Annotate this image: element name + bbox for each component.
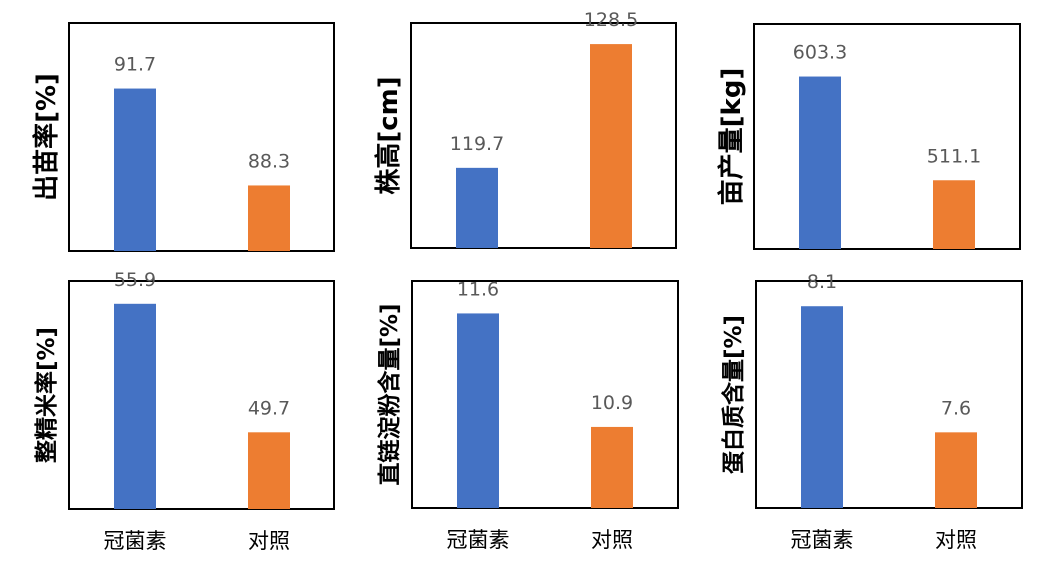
data-label: 119.7 — [450, 133, 504, 155]
plot-frame — [755, 280, 1023, 509]
plot-frame — [68, 280, 335, 510]
data-label: 8.1 — [807, 271, 837, 293]
y-axis-label: 蛋白质含量[%] — [720, 315, 747, 474]
data-label: 128.5 — [584, 9, 638, 31]
y-axis-label: 整精米率[%] — [33, 327, 60, 463]
data-label: 91.7 — [114, 54, 156, 76]
bar-chart-panel: 55.9 冠菌素 49.7 对照 整精米率[%] — [33, 269, 335, 553]
y-axis-label: 出苗率[%] — [31, 73, 62, 201]
data-label: 49.7 — [248, 397, 290, 419]
data-label: 55.9 — [114, 269, 156, 291]
bar-chart-panel: 8.1 冠菌素 7.6 对照 蛋白质含量[%] — [720, 271, 1023, 552]
bar — [801, 306, 843, 508]
plot-frame — [753, 23, 1021, 250]
bar-chart-panel: 11.6 冠菌素 10.9 对照 直链淀粉含量[%] — [376, 278, 679, 552]
data-label: 88.3 — [248, 150, 290, 172]
bar — [114, 88, 156, 251]
bar — [933, 180, 975, 249]
category-label: 冠菌素 — [447, 528, 510, 552]
category-label: 对照 — [591, 528, 633, 552]
data-label: 603.3 — [793, 42, 847, 64]
bar — [248, 432, 290, 509]
plot-frame — [68, 22, 335, 252]
category-label: 对照 — [248, 529, 290, 553]
bar — [457, 313, 499, 508]
category-label: 冠菌素 — [791, 528, 854, 552]
bar — [935, 432, 977, 508]
bar — [114, 303, 156, 509]
bar-chart-panel: 91.7 88.3 出苗率[%] — [31, 22, 335, 252]
category-label: 冠菌素 — [104, 529, 167, 553]
data-label: 7.6 — [941, 397, 971, 419]
bar — [591, 426, 633, 508]
bar — [456, 167, 498, 248]
bar-chart-panel: 603.3 511.1 亩产量[kg] — [716, 23, 1021, 250]
bar-chart-panel: 119.7 128.5 株高[cm] — [373, 9, 677, 249]
data-label: 511.1 — [927, 145, 981, 167]
bar — [799, 76, 841, 249]
bar — [248, 185, 290, 251]
y-axis-label: 株高[cm] — [373, 76, 404, 194]
y-axis-label: 亩产量[kg] — [716, 68, 747, 206]
category-label: 对照 — [935, 528, 977, 552]
data-label: 11.6 — [457, 278, 499, 300]
y-axis-label: 直链淀粉含量[%] — [376, 303, 403, 485]
bar — [590, 44, 632, 248]
data-label: 10.9 — [591, 392, 633, 414]
plot-frame — [411, 280, 679, 509]
plot-frame — [410, 22, 677, 249]
